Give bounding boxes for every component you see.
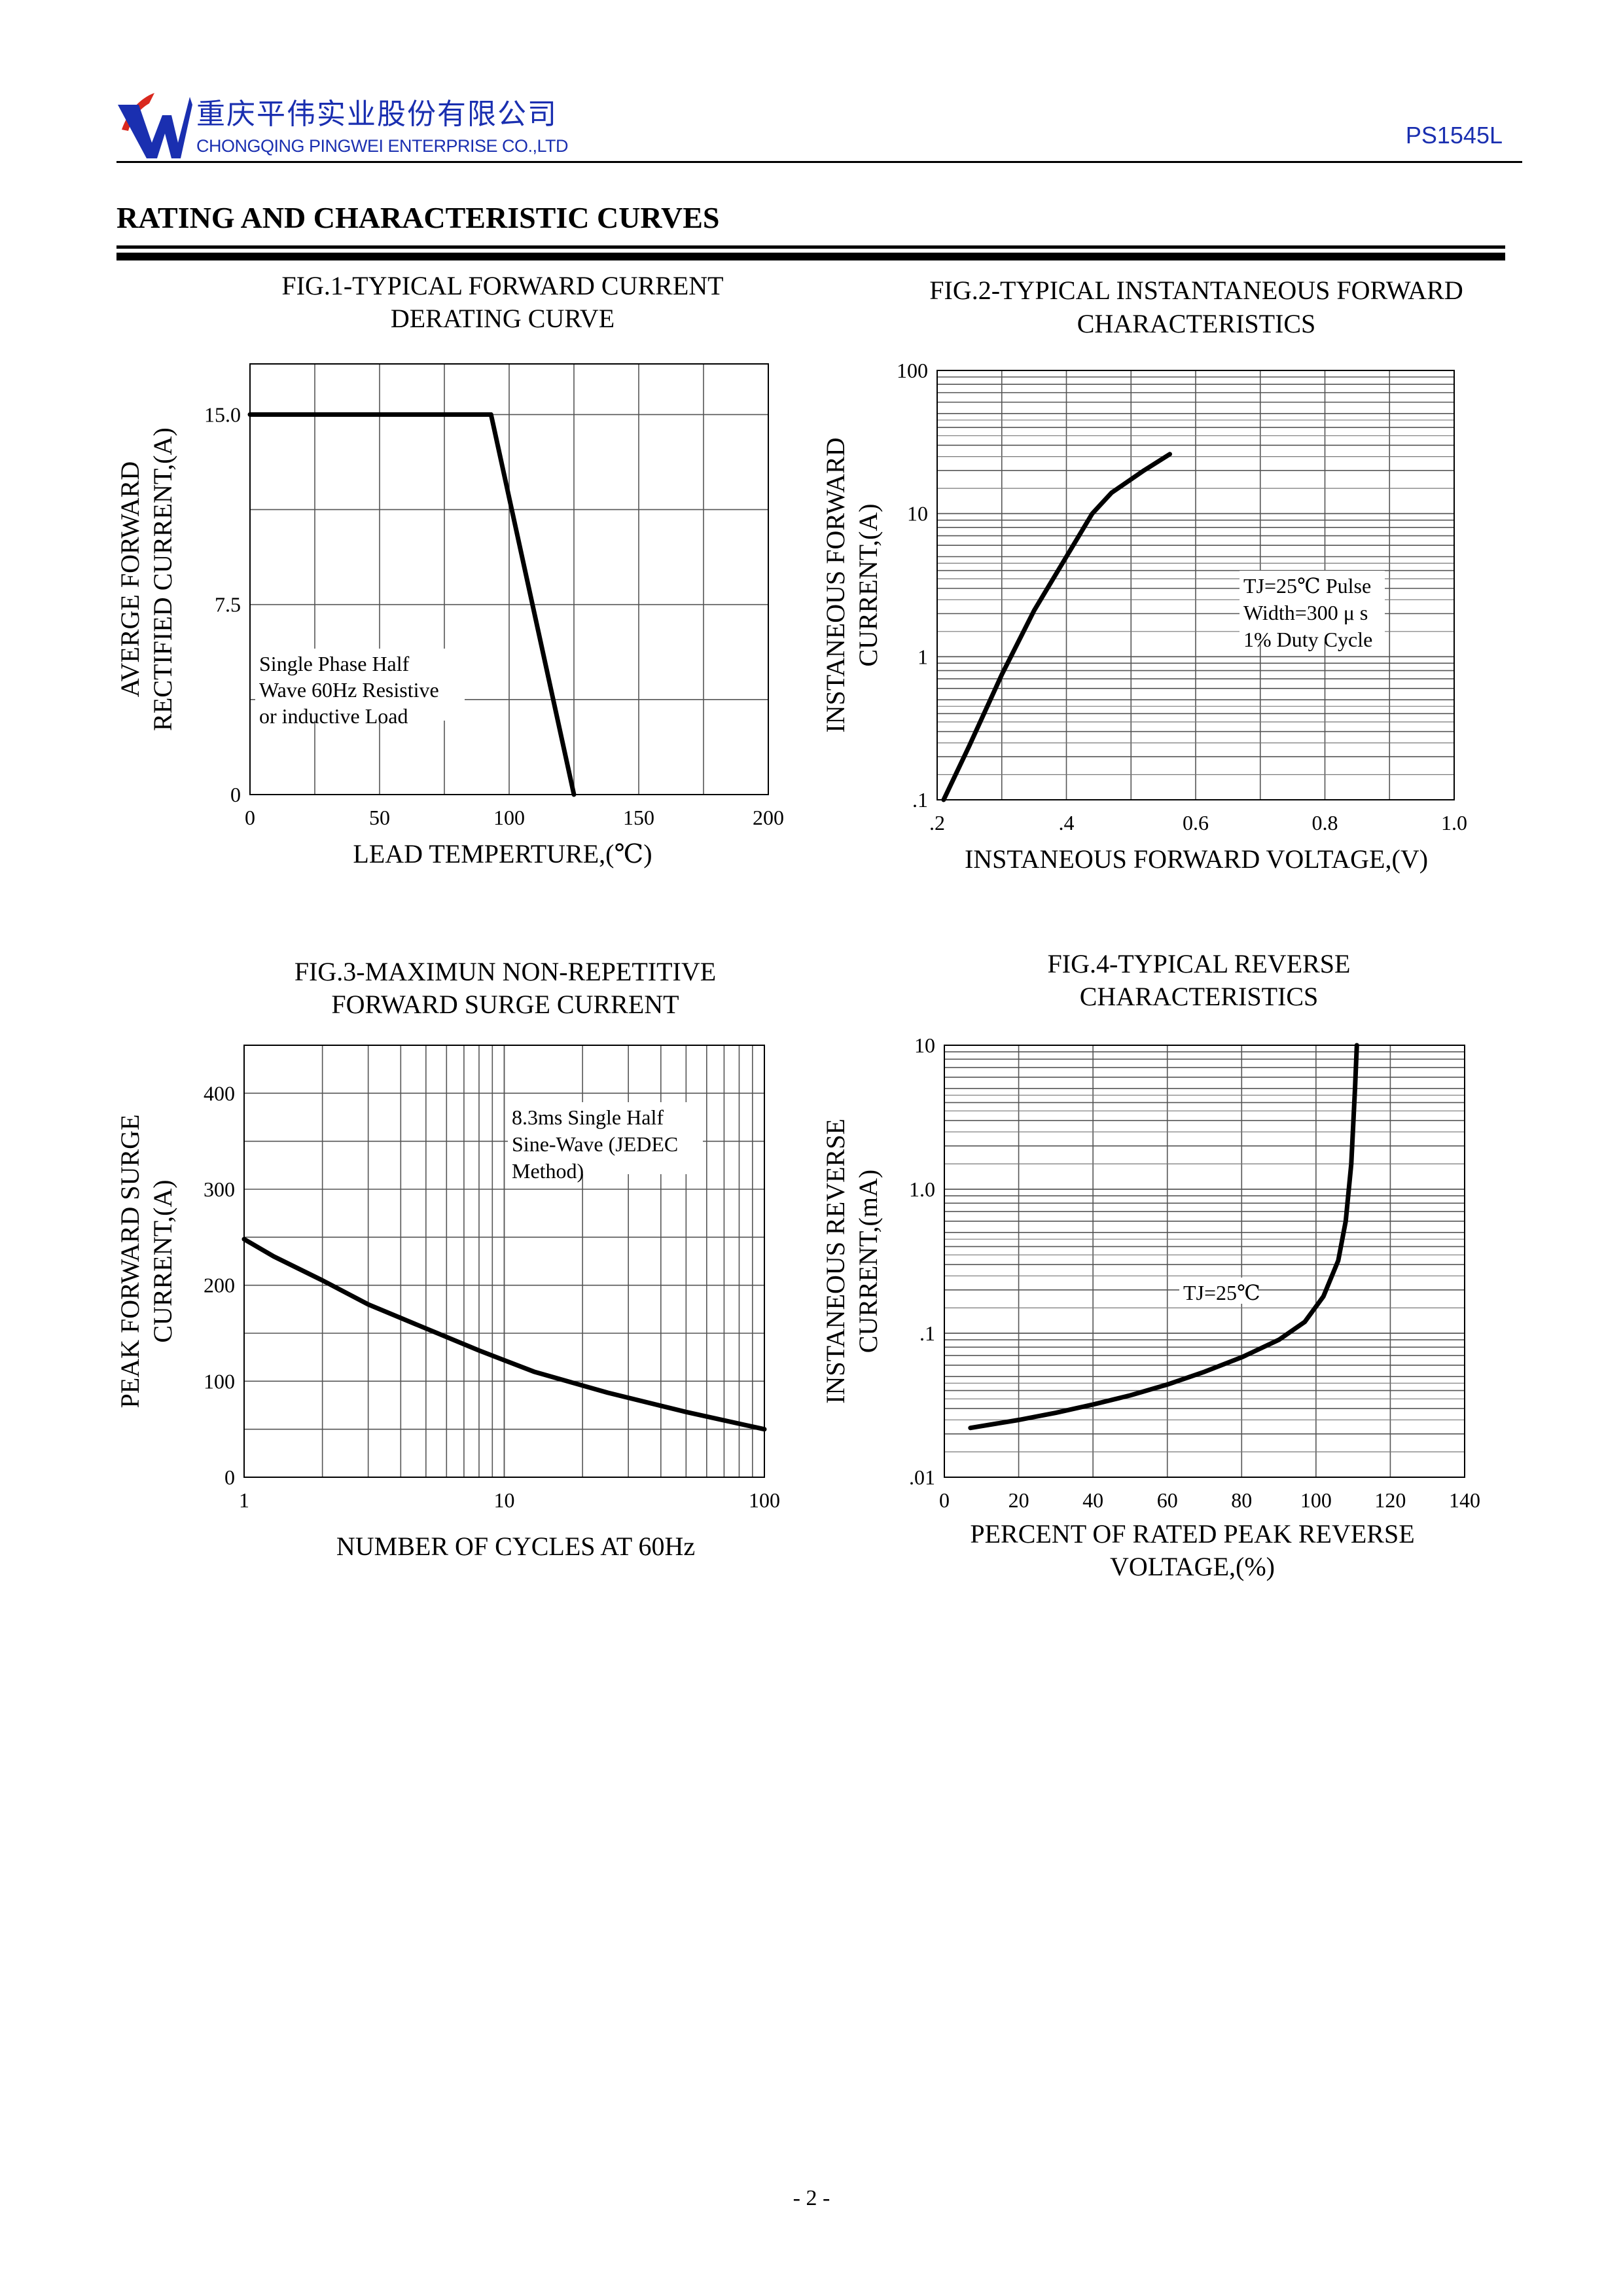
fig3-y-axis-title-line: PEAK FORWARD SURGE: [115, 1115, 145, 1408]
fig4-x-tick-label: 120: [1374, 1488, 1406, 1512]
fig2-title-line: FIG.2-TYPICAL INSTANTANEOUS FORWARD: [929, 276, 1463, 305]
fig4-x-tick-label: 0: [939, 1488, 950, 1512]
fig4-y-axis-title-line: INSTANEOUS REVERSE: [821, 1119, 850, 1404]
fig4-annotation-line: TJ=25℃: [1183, 1281, 1260, 1304]
fig2-y-tick-label: 10: [907, 502, 928, 526]
fig3-title-line: FORWARD SURGE CURRENT: [331, 990, 679, 1019]
fig4-x-tick-label: 140: [1449, 1488, 1480, 1512]
fig2-annotation-line: 1% Duty Cycle: [1243, 628, 1372, 651]
fig4-x-tick-label: 60: [1157, 1488, 1178, 1512]
fig4-x-axis-title-line: VOLTAGE,(%): [1110, 1552, 1275, 1581]
fig4-y-tick-label: 10: [914, 1033, 935, 1057]
fig1-series-line: [247, 412, 577, 797]
fig1-annotation-line: or inductive Load: [259, 704, 408, 728]
fig3-x-tick-label: 100: [749, 1488, 780, 1512]
fig3-y-tick-label: 300: [204, 1177, 235, 1201]
fig2-annotation-line: Width=300 μ s: [1243, 601, 1368, 624]
fig2-y-tick-label: 100: [897, 359, 928, 382]
fig1-annotation-bg: [255, 649, 465, 721]
fig1-annotation-line: Wave 60Hz Resistive: [259, 678, 439, 702]
fig4-plot-frame: [944, 1045, 1465, 1478]
fig3-title-line: FIG.3-MAXIMUN NON-REPETITIVE: [294, 957, 716, 986]
fig4-annotation-bg: [1179, 1278, 1258, 1304]
section-rule-thick: [116, 253, 1505, 260]
fig1-x-axis-title: LEAD TEMPERTURE,(℃): [353, 839, 652, 869]
fig2-plot-frame: [936, 370, 1455, 800]
fig2-x-tick-label: .2: [929, 811, 945, 834]
fig4-y-tick-label: .01: [909, 1465, 935, 1489]
page-number: - 2 -: [793, 2186, 830, 2210]
fig3-annotation-bg: [508, 1102, 703, 1174]
part-number: PS1545L: [1405, 122, 1503, 149]
fig4-x-tick-label: 100: [1300, 1488, 1332, 1512]
fig1-y-axis-title-line: RECTIFIED CURRENT,(A): [148, 427, 177, 731]
fig4-y-axis-title-line: CURRENT,(mA): [853, 1170, 883, 1353]
fig2-y-axis-title-line: CURRENT,(A): [853, 503, 883, 666]
fig2-annotation-line: TJ=25℃ Pulse: [1243, 574, 1371, 598]
fig3-y-tick-label: 100: [204, 1369, 235, 1393]
fig4-y-tick-label: 1.0: [909, 1177, 935, 1201]
fig3-annotation-line: Sine-Wave (JEDEC: [512, 1132, 678, 1156]
fig1-y-tick-label: 7.5: [215, 593, 241, 617]
fig2-x-axis-title: INSTANEOUS FORWARD VOLTAGE,(V): [965, 844, 1428, 874]
fig1-x-tick-label: 50: [369, 806, 390, 829]
fig1-y-axis-title-line: AVERGE FORWARD: [115, 461, 145, 697]
fig3-y-tick-label: 400: [204, 1081, 235, 1105]
fig1-title-line: FIG.1-TYPICAL FORWARD CURRENT: [281, 271, 723, 300]
fig3-y-axis-title-line: CURRENT,(A): [148, 1179, 177, 1342]
fig4-x-axis-title-line: PERCENT OF RATED PEAK REVERSE: [970, 1519, 1414, 1549]
fig1-x-tick-label: 0: [245, 806, 255, 829]
company-name-en: CHONGQING PINGWEI ENTERPRISE CO.,LTD: [196, 136, 569, 156]
company-name-cn: 重庆平伟实业股份有限公司: [196, 98, 558, 131]
fig2-y-axis-title-line: INSTANEOUS FORWARD: [821, 437, 850, 732]
fig1-annotation-line: Single Phase Half: [259, 652, 410, 675]
fig1-plot-frame: [249, 363, 769, 795]
fig4-series-line: [968, 1043, 1359, 1431]
fig3-y-tick-label: 200: [204, 1274, 235, 1297]
fig3-x-axis-title: NUMBER OF CYCLES AT 60Hz: [336, 1532, 695, 1561]
fig4-title-line: CHARACTERISTICS: [1080, 982, 1319, 1011]
fig1-y-tick-label: 0: [230, 783, 241, 806]
fig3-series-line: [241, 1236, 767, 1432]
fig1-title-line: DERATING CURVE: [391, 304, 615, 333]
fig2-x-tick-label: .4: [1059, 811, 1075, 834]
fig3-x-tick-label: 10: [494, 1488, 515, 1512]
fig3-x-tick-label: 1: [239, 1488, 249, 1512]
fig2-annotation-bg: [1240, 571, 1385, 641]
fig2-title-line: CHARACTERISTICS: [1077, 309, 1316, 338]
fig3-annotation-line: 8.3ms Single Half: [512, 1105, 664, 1129]
fig4-x-tick-label: 20: [1008, 1488, 1029, 1512]
fig4-x-tick-label: 80: [1231, 1488, 1252, 1512]
fig1-x-tick-label: 100: [493, 806, 525, 829]
fig2-y-tick-label: .1: [912, 788, 928, 812]
fig2-x-tick-label: 0.8: [1312, 811, 1338, 834]
fig4-x-tick-label: 40: [1082, 1488, 1103, 1512]
fig3-y-tick-label: 0: [224, 1465, 235, 1489]
header-divider: [116, 161, 1522, 163]
fig1-x-tick-label: 150: [623, 806, 654, 829]
fig1-x-tick-label: 200: [753, 806, 784, 829]
fig4-title-line: FIG.4-TYPICAL REVERSE: [1048, 949, 1351, 978]
fig1-y-tick-label: 15.0: [204, 403, 241, 426]
fig2-x-tick-label: 1.0: [1441, 811, 1467, 834]
fig2-x-tick-label: 0.6: [1183, 811, 1209, 834]
fig3-annotation-line: Method): [512, 1159, 584, 1183]
fig2-series-line: [941, 452, 1172, 802]
section-title: RATING AND CHARACTERISTIC CURVES: [116, 201, 720, 234]
fig4-y-tick-label: .1: [919, 1321, 935, 1345]
section-rule-thin: [116, 245, 1505, 249]
fig3-plot-frame: [243, 1045, 765, 1478]
fig2-y-tick-label: 1: [918, 645, 928, 668]
